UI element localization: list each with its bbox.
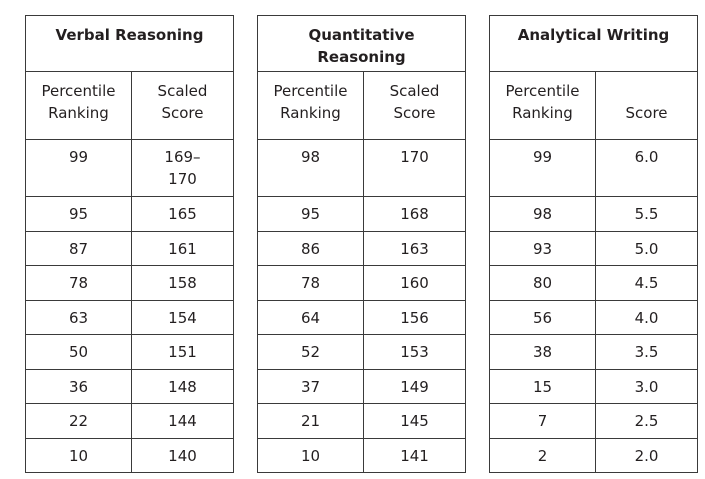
score-cell: 153 xyxy=(362,334,467,370)
percentile-cell: 38 xyxy=(489,334,596,370)
percentile-cell: 93 xyxy=(489,230,596,266)
score-cell: 4.0 xyxy=(594,299,699,335)
column-header-row: Percentile Ranking Scaled Score xyxy=(257,71,467,140)
percentile-cell: 37 xyxy=(257,368,364,404)
score-cell: 170 xyxy=(362,139,467,197)
score-cell: 158 xyxy=(131,265,234,301)
percentile-cell: 15 xyxy=(489,368,596,404)
table-row: 99 169– 170 xyxy=(25,139,234,197)
table-row: 21 145 xyxy=(257,403,467,439)
score-cell: 160 xyxy=(362,265,467,301)
percentile-cell: 10 xyxy=(25,437,132,473)
percentile-cell: 95 xyxy=(25,196,132,232)
score-cell: 4.5 xyxy=(594,265,699,301)
table-row: 10 140 xyxy=(25,437,234,473)
score-cell: 151 xyxy=(131,334,234,370)
percentile-cell: 80 xyxy=(489,265,596,301)
table-row: 36 148 xyxy=(25,368,234,404)
score-cell: 144 xyxy=(131,403,234,439)
percentile-cell: 7 xyxy=(489,403,596,439)
score-cell: 168 xyxy=(362,196,467,232)
table-title: Verbal Reasoning xyxy=(25,15,234,72)
percentile-cell: 98 xyxy=(489,196,596,232)
table-row: 98 170 xyxy=(257,139,467,197)
table-row: 37 149 xyxy=(257,368,467,404)
score-cell: 154 xyxy=(131,299,234,335)
percentile-cell: 50 xyxy=(25,334,132,370)
table-row: 78 160 xyxy=(257,265,467,301)
score-cell: 140 xyxy=(131,437,234,473)
table-row: 86 163 xyxy=(257,230,467,266)
table-row: 22 144 xyxy=(25,403,234,439)
column-header-row: Percentile Ranking Scaled Score xyxy=(25,71,234,140)
percentile-cell: 98 xyxy=(257,139,364,197)
table-row: 80 4.5 xyxy=(489,265,699,301)
percentile-cell: 56 xyxy=(489,299,596,335)
table-row: 10 141 xyxy=(257,437,467,473)
score-cell: 156 xyxy=(362,299,467,335)
table-title-row: Quantitative Reasoning xyxy=(256,15,467,72)
table-row: 98 5.5 xyxy=(489,196,699,232)
column-header-percentile: Percentile Ranking xyxy=(25,71,132,140)
percentile-cell: 22 xyxy=(25,403,132,439)
percentile-cell: 64 xyxy=(257,299,364,335)
percentile-cell: 87 xyxy=(25,230,132,266)
column-header-percentile: Percentile Ranking xyxy=(489,71,596,140)
analytical-writing-table: Analytical Writing Percentile Ranking Sc… xyxy=(488,15,699,473)
score-cell: 163 xyxy=(362,230,467,266)
score-cell: 3.5 xyxy=(594,334,699,370)
table-row: 87 161 xyxy=(25,230,234,266)
column-header-score: Scaled Score xyxy=(131,71,234,140)
percentile-cell: 52 xyxy=(257,334,364,370)
score-cell: 6.0 xyxy=(594,139,699,197)
percentile-cell: 36 xyxy=(25,368,132,404)
percentile-cell: 95 xyxy=(257,196,364,232)
table-row: 63 154 xyxy=(25,299,234,335)
table-row: 99 6.0 xyxy=(489,139,699,197)
score-cell: 169– 170 xyxy=(131,139,234,197)
score-cell: 2.0 xyxy=(594,437,699,473)
table-row: 15 3.0 xyxy=(489,368,699,404)
percentile-cell: 99 xyxy=(25,139,132,197)
table-row: 56 4.0 xyxy=(489,299,699,335)
percentile-cell: 63 xyxy=(25,299,132,335)
column-header-score: Scaled Score xyxy=(362,71,467,140)
score-cell: 2.5 xyxy=(594,403,699,439)
table-row: 50 151 xyxy=(25,334,234,370)
score-cell: 145 xyxy=(362,403,467,439)
table-row: 2 2.0 xyxy=(489,437,699,473)
table-row: 95 168 xyxy=(257,196,467,232)
score-cell: 161 xyxy=(131,230,234,266)
verbal-reasoning-table: Verbal Reasoning Percentile Ranking Scal… xyxy=(25,15,234,473)
table-row: 93 5.0 xyxy=(489,230,699,266)
table-title-row: Verbal Reasoning xyxy=(25,15,234,72)
table-title: Quantitative Reasoning xyxy=(256,15,467,72)
score-cell: 5.0 xyxy=(594,230,699,266)
column-header-row: Percentile Ranking Score xyxy=(489,71,699,140)
table-row: 52 153 xyxy=(257,334,467,370)
score-cell: 141 xyxy=(362,437,467,473)
percentile-cell: 99 xyxy=(489,139,596,197)
table-row: 38 3.5 xyxy=(489,334,699,370)
table-row: 7 2.5 xyxy=(489,403,699,439)
percentile-cell: 21 xyxy=(257,403,364,439)
table-row: 78 158 xyxy=(25,265,234,301)
table-row: 95 165 xyxy=(25,196,234,232)
quantitative-reasoning-table: Quantitative Reasoning Percentile Rankin… xyxy=(256,15,467,473)
percentile-cell: 2 xyxy=(489,437,596,473)
percentile-cell: 10 xyxy=(257,437,364,473)
table-title-row: Analytical Writing xyxy=(488,15,699,72)
score-cell: 149 xyxy=(362,368,467,404)
score-cell: 148 xyxy=(131,368,234,404)
score-cell: 5.5 xyxy=(594,196,699,232)
table-title: Analytical Writing xyxy=(488,15,699,72)
percentile-cell: 86 xyxy=(257,230,364,266)
percentile-cell: 78 xyxy=(25,265,132,301)
score-cell: 165 xyxy=(131,196,234,232)
column-header-percentile: Percentile Ranking xyxy=(257,71,364,140)
percentile-cell: 78 xyxy=(257,265,364,301)
table-row: 64 156 xyxy=(257,299,467,335)
column-header-score: Score xyxy=(594,71,699,140)
score-cell: 3.0 xyxy=(594,368,699,404)
